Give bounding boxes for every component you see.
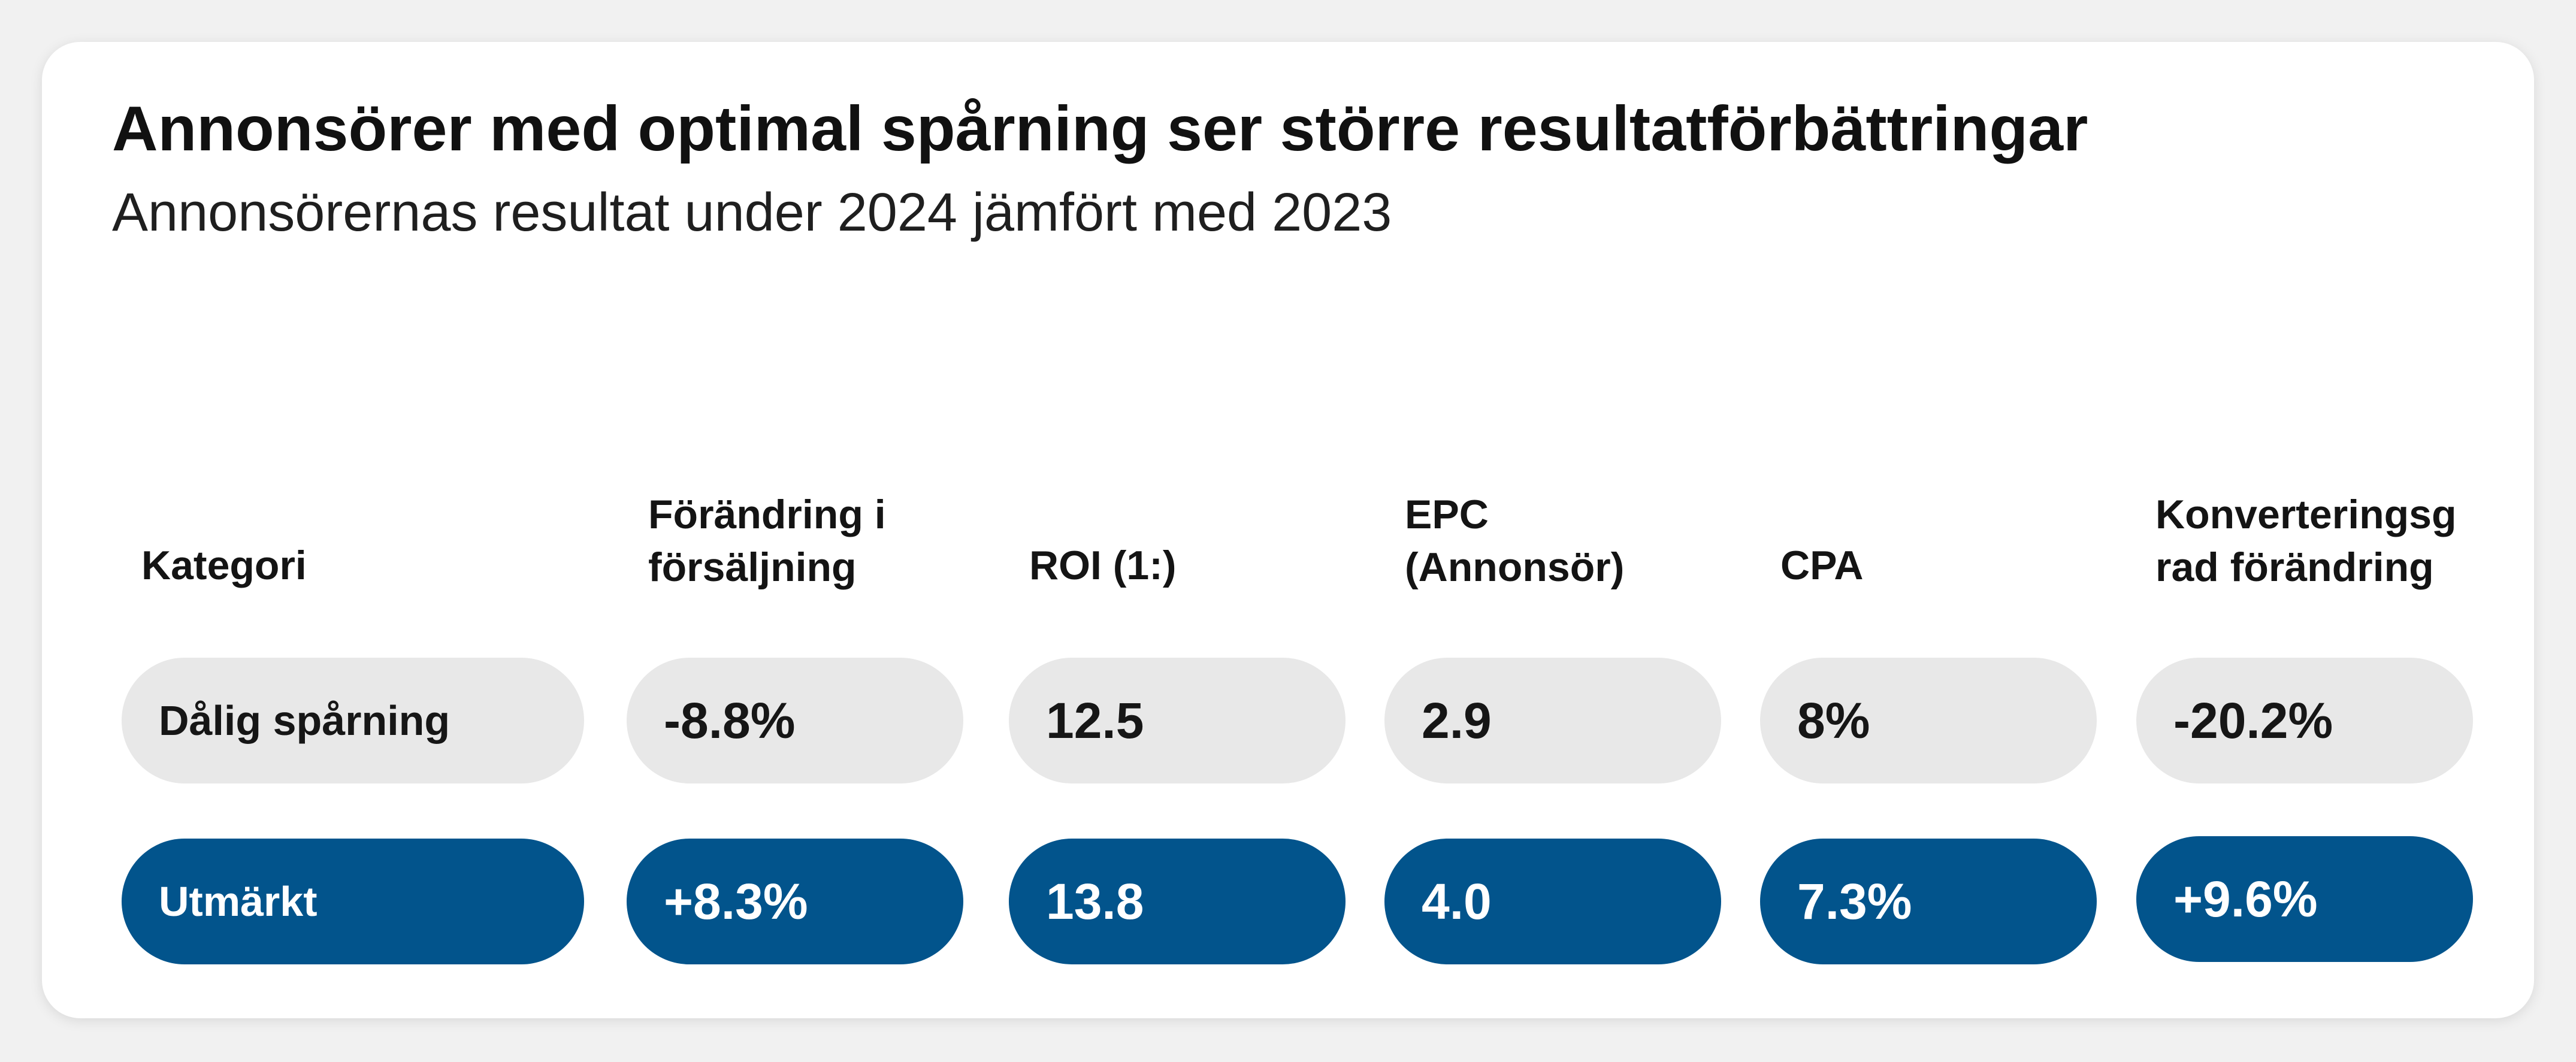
header-roi: ROI (1:) — [1029, 543, 1177, 588]
table-cell-poor-roi: 12.5 — [1009, 658, 1346, 783]
header-konverteringsgrad: Konverteringsg rad förändring — [2155, 492, 2457, 590]
table-row-poor-category: Dålig spårning — [122, 658, 584, 783]
header-epc: EPC (Annonsör) — [1405, 492, 1625, 590]
table-cell-poor-konvertering: -20.2% — [2136, 658, 2473, 783]
table-cell-excellent-forandring: +8.3% — [627, 839, 963, 964]
table-cell-poor-epc: 2.9 — [1384, 658, 1721, 783]
header-cpa: CPA — [1780, 543, 1864, 588]
table-cell-poor-forandring: -8.8% — [627, 658, 963, 783]
table-cell-excellent-epc: 4.0 — [1384, 839, 1721, 964]
header-kategori: Kategori — [141, 543, 307, 588]
table-row-excellent-category: Utmärkt — [122, 839, 584, 964]
table-cell-excellent-konvertering: +9.6% — [2136, 836, 2473, 962]
table-cell-excellent-cpa: 7.3% — [1760, 839, 2097, 964]
table-cell-poor-cpa: 8% — [1760, 658, 2097, 783]
chart-subtitle: Annonsörernas resultat under 2024 jämför… — [112, 183, 1392, 243]
header-forandring-forsaljning: Förändring i försäljning — [648, 492, 886, 590]
table-cell-excellent-roi: 13.8 — [1009, 839, 1346, 964]
chart-title: Annonsörer med optimal spårning ser stör… — [112, 93, 2088, 164]
